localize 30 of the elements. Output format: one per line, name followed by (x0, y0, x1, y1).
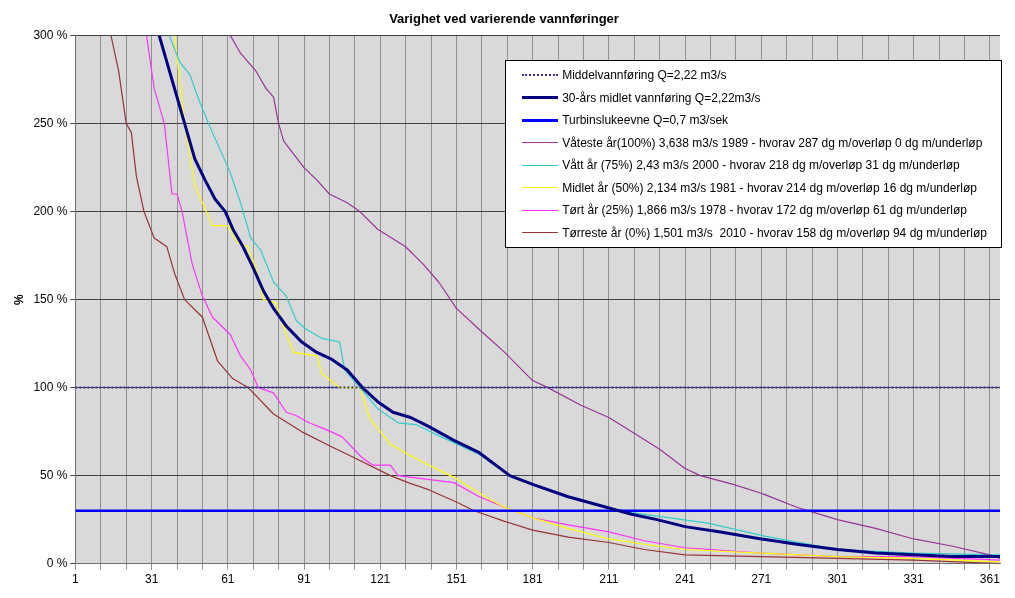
legend-label: Tørt år (25%) 1,866 m3/s 1978 - hvorav 172 dg m/overløp 61 dg m/underløp (562, 202, 967, 219)
x-tick-label: 1 (72, 572, 80, 587)
legend-label: Våteste år(100%) 3,638 m3/s 1989 - hvorav 287 dg m/overløp 0 dg m/underløp (562, 134, 983, 152)
x-tick-label: 271 (751, 572, 772, 587)
legend-label: Tørreste år (0%) 1,501 m3/s 2010 - hvorav 158 dg m/overløp 94 dg m/underløp (562, 224, 987, 242)
x-tick-label: 151 (446, 572, 467, 587)
x-tick-label: 331 (903, 572, 924, 587)
y-axis-title: % (11, 293, 26, 305)
legend-label: Middelvannføring Q=2,22 m3/s (562, 67, 727, 84)
y-tick-label: 50 % (40, 467, 68, 482)
legend-label: 30-års midlet vannføring Q=2,22m3/s (562, 89, 761, 107)
x-tick-label: 361 (979, 572, 1001, 587)
y-tick-label: 150 % (33, 291, 68, 306)
x-tick-label: 31 (144, 572, 159, 587)
y-tick-label: 100 % (33, 379, 68, 394)
x-tick-label: 301 (827, 572, 848, 587)
legend-label: Vått år (75%) 2,43 m3/s 2000 - hvorav 218 dg m/overløp 31 dg m/underløp (562, 157, 960, 174)
chart-title: Varighet ved varierende vannføringer (389, 11, 619, 27)
legend-label: Turbinslukeevne Q=0,7 m3/sek (562, 112, 729, 129)
y-tick-label: 0 % (46, 555, 68, 570)
x-tick-label: 211 (599, 572, 619, 587)
y-tick-label: 250 % (33, 115, 68, 130)
legend-label: Midlet år (50%) 2,134 m3/s 1981 - hvorav 214 dg m/overløp 16 dg m/underløp (562, 179, 978, 197)
x-tick-label: 181 (522, 572, 543, 587)
x-tick-label: 121 (370, 572, 391, 587)
x-tick-label: 241 (675, 572, 696, 587)
y-tick-label: 300 % (33, 27, 68, 42)
y-tick-label: 200 % (33, 203, 68, 218)
x-tick-label: 61 (221, 572, 235, 587)
x-tick-label: 91 (297, 572, 312, 587)
